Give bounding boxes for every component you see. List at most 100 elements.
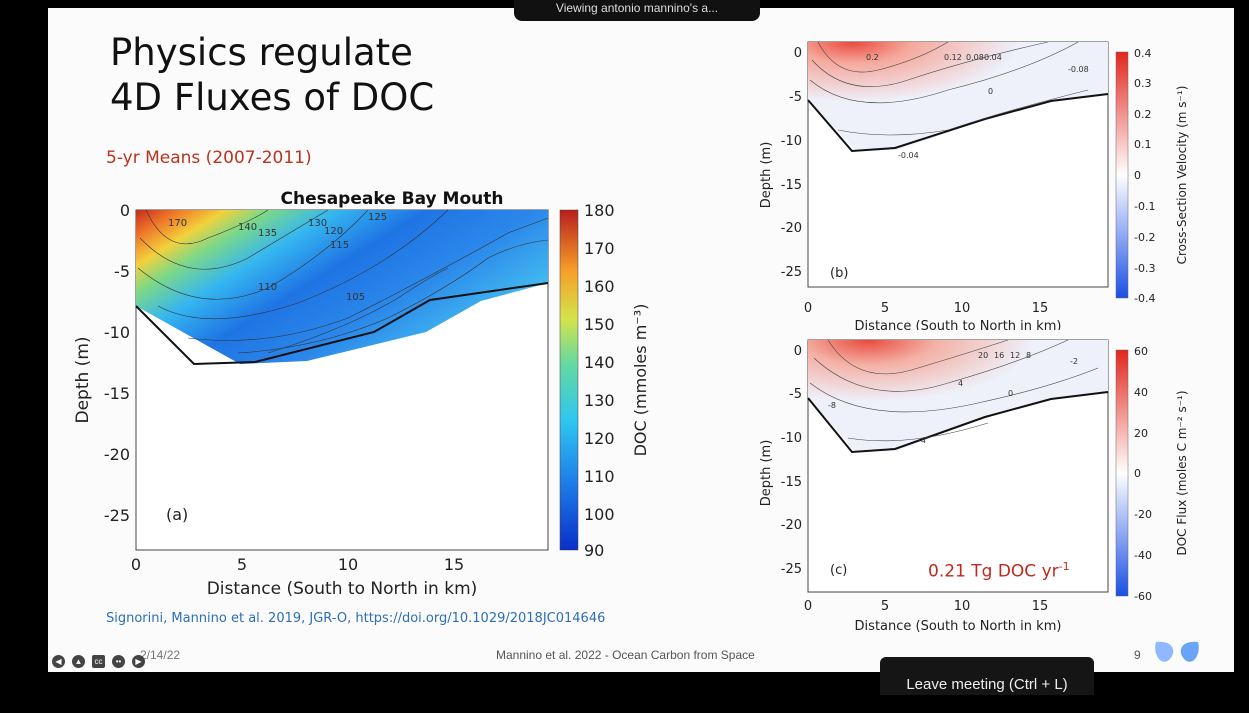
contour-label: 0.08	[966, 53, 984, 62]
colorbar-tick-label: 0.3	[1134, 77, 1152, 90]
chart-b-contour-labels: 0.2 0.12 0.08 0.04 0 -0.04 -0.08	[866, 53, 1089, 160]
x-tick-label: 5	[881, 599, 889, 614]
x-tick-label: 15	[1032, 599, 1049, 614]
chart-b-xticks: 0 5 10 15	[804, 301, 1048, 316]
chart-c-contour-labels: 20 16 12 8 4 0 -2 -4 -8	[828, 351, 1078, 445]
chart-c-xticks: 0 5 10 15	[804, 599, 1048, 614]
chart-cross-section-velocity: 0.2 0.12 0.08 0.04 0 -0.04 -0.08 (b) 0 -…	[759, 41, 1189, 330]
colorbar-tick-label: -0.1	[1134, 200, 1155, 213]
y-tick-label: -20	[781, 221, 802, 236]
colorbar-tick-label: 0	[1134, 467, 1141, 480]
previous-slide-icon[interactable]: ◀	[52, 655, 65, 668]
x-tick-label: 0	[804, 301, 812, 316]
chart-b-colorbar-ticks: 0.4 0.3 0.2 0.1 0 -0.1 -0.2 -0.3 -0.4	[1134, 47, 1155, 305]
y-tick-label: -5	[114, 262, 130, 281]
y-tick-label: -20	[781, 518, 802, 533]
chart-a-doc-field	[136, 210, 548, 364]
chart-c-contours	[809, 339, 1099, 442]
slide-page-number: 9	[1134, 648, 1141, 662]
leave-meeting-button[interactable]: Leave meeting (Ctrl + L)	[880, 657, 1094, 695]
chart-a-yticks: 0 -5 -10 -15 -20 -25	[104, 201, 130, 525]
y-tick-label: 0	[794, 46, 802, 61]
contour-label: 105	[346, 292, 365, 303]
colorbar-tick-label: 180	[584, 201, 615, 220]
colorbar-tick-label: -0.2	[1134, 231, 1155, 244]
chart-b-colorbar	[1115, 51, 1129, 299]
contour-label: 125	[368, 212, 387, 223]
colorbar-tick-label: -20	[1134, 508, 1152, 521]
colorbar-tick-label: 100	[584, 505, 615, 524]
chart-a-xlabel: Distance (South to North in km)	[207, 579, 478, 598]
y-tick-label: -10	[781, 134, 802, 149]
contour-label: -4	[918, 436, 926, 445]
pointer-icon[interactable]: ▲	[72, 655, 85, 668]
next-slide-icon[interactable]: ▶	[132, 655, 145, 668]
colorbar-tick-label: -0.3	[1134, 262, 1155, 275]
contour-label: 20	[978, 351, 988, 360]
y-tick-label: -15	[104, 384, 130, 403]
colorbar-tick-label: -60	[1134, 590, 1152, 603]
colorbar-tick-label: 0.1	[1134, 138, 1152, 151]
y-tick-label: -20	[104, 445, 130, 464]
title-line-1: Physics regulate	[110, 31, 413, 74]
colorbar-tick-label: 170	[584, 239, 615, 258]
contour-label: 130	[308, 218, 327, 229]
chart-a-contour-labels: 170 135 140 130 125 120 115 110 105	[168, 212, 387, 303]
y-tick-label: -25	[781, 562, 802, 577]
flux-total-label: 0.21 Tg DOC yr-1	[928, 560, 1070, 582]
x-tick-label: 5	[881, 301, 889, 316]
contour-label: 4	[958, 379, 963, 388]
colorbar-tick-label: 20	[1134, 427, 1148, 440]
colorbar-tick-label: -40	[1134, 549, 1152, 562]
chart-c-colorbar	[1115, 349, 1129, 597]
colorbar-tick-label: 40	[1134, 386, 1148, 399]
chart-a-panel-label: (a)	[166, 505, 188, 524]
flux-total-exponent: -1	[1058, 560, 1070, 573]
slide-title: Physics regulate 4D Fluxes of DOC	[110, 30, 434, 120]
contour-label: 0	[988, 87, 993, 96]
colorbar-tick-label: 0.2	[1134, 108, 1152, 121]
chart-c-colorbar-ticks: 60 40 20 0 -20 -40 -60	[1134, 345, 1152, 603]
contour-label: 115	[330, 240, 349, 251]
contour-label: 0	[1008, 389, 1013, 398]
captions-icon[interactable]: cc	[92, 655, 105, 668]
x-tick-label: 0	[804, 599, 812, 614]
citation-link[interactable]: Signorini, Mannino et al. 2019, JGR-O, h…	[106, 611, 606, 626]
colorbar-tick-label: 130	[584, 391, 615, 410]
x-tick-label: 10	[954, 599, 971, 614]
teams-logo-icon	[1155, 641, 1199, 662]
chart-c-yticks: 0 -5 -10 -15 -20 -25	[781, 344, 802, 577]
colorbar-tick-label: 120	[584, 429, 615, 448]
screen-share-tooltip: Viewing antonio mannino's a...	[514, 0, 760, 21]
contour-label: -2	[1070, 357, 1078, 366]
colorbar-tick-label: 160	[584, 277, 615, 296]
x-tick-label: 10	[338, 555, 358, 574]
contour-label: 12	[1010, 351, 1020, 360]
chart-b-bottom-profile	[807, 93, 1109, 153]
y-tick-label: -25	[781, 265, 802, 280]
chart-a-colorbar-ticks: 180 170 160 150 140 130 120 110 100 90	[584, 201, 615, 560]
contour-label: 0.2	[866, 53, 879, 62]
presentation-slide: Physics regulate 4D Fluxes of DOC 5-yr M…	[48, 8, 1234, 672]
chart-b-field	[808, 42, 1108, 151]
colorbar-tick-label: 140	[584, 353, 615, 372]
chart-doc-concentration: Chesapeake Bay Mouth 170 135 140 130 125…	[73, 189, 650, 598]
contour-label: 16	[994, 351, 1004, 360]
chart-a-title: Chesapeake Bay Mouth	[280, 189, 503, 209]
chart-b-yticks: 0 -5 -10 -15 -20 -25	[781, 46, 802, 280]
colorbar-tick-label: 90	[584, 541, 604, 560]
colorbar-tick-label: -0.4	[1134, 292, 1155, 305]
contour-label: 120	[324, 226, 343, 237]
chart-b-panel-label: (b)	[830, 266, 848, 281]
chart-doc-flux: 20 16 12 8 4 0 -2 -4 -8 (c) 0 -5 -10 -15…	[759, 339, 1189, 634]
y-tick-label: -5	[789, 90, 802, 105]
chart-a-xticks: 0 5 10 15	[131, 555, 464, 574]
chart-a-colorbar-label: DOC (mmoles m⁻³)	[631, 304, 650, 457]
x-tick-label: 15	[1032, 301, 1049, 316]
slide-date: 2/14/22	[140, 648, 181, 662]
slide-subtitle: 5-yr Means (2007-2011)	[106, 148, 312, 168]
more-options-icon[interactable]: ••	[112, 655, 125, 668]
colorbar-tick-label: 150	[584, 315, 615, 334]
chart-c-field	[808, 340, 1108, 452]
contour-label: 8	[1026, 351, 1031, 360]
